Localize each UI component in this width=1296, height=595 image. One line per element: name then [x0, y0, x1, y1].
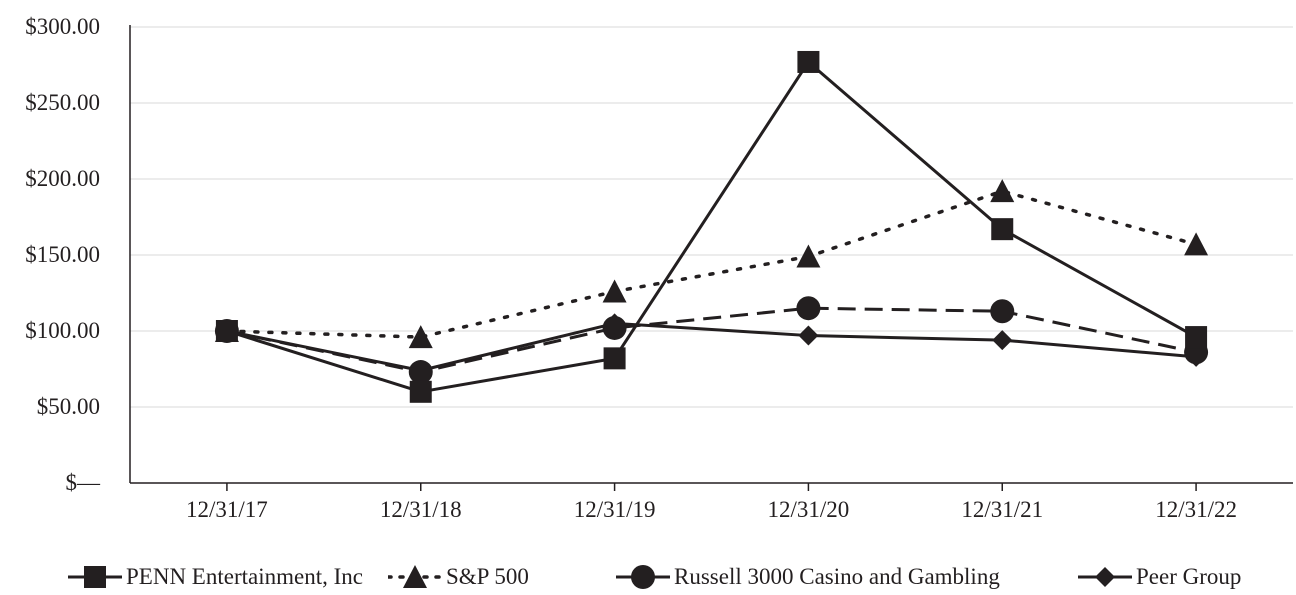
- legend-marker-shape: [1095, 567, 1115, 587]
- data-point: [796, 244, 821, 268]
- chart-legend: PENN Entertainment, Inc S&P 500 Russell 30…: [0, 560, 1296, 594]
- y-tick-label: $250.00: [25, 90, 100, 115]
- legend-circle-icon: [616, 565, 670, 589]
- data-point: [604, 313, 625, 334]
- y-tick-label: $150.00: [25, 242, 100, 267]
- data-point: [1185, 326, 1208, 349]
- data-point: [798, 325, 819, 346]
- legend-label: Russell 3000 Casino and Gambling: [674, 564, 1000, 589]
- data-point: [990, 179, 1015, 203]
- x-tick-label: 12/31/20: [768, 497, 850, 522]
- legend-item: S&P 500: [388, 560, 529, 594]
- legend-diamond-icon: [1078, 567, 1132, 587]
- data-point: [410, 360, 431, 381]
- series-line: [226, 60, 1197, 394]
- line-chart: $— $50.00 $100.00 $150.00 $200.00 $250.00 $300…: [25, 14, 1293, 522]
- x-tick-label: 12/31/22: [1155, 497, 1237, 522]
- data-point: [409, 380, 432, 403]
- y-tick-label: $50.00: [37, 394, 100, 419]
- legend-label: Peer Group: [1136, 564, 1242, 589]
- legend-label: S&P 500: [446, 564, 529, 589]
- legend-label: PENN Entertainment, Inc: [126, 564, 363, 589]
- legend-marker-shape: [403, 565, 427, 588]
- y-tick-label: $300.00: [25, 14, 100, 39]
- data-point: [991, 218, 1014, 241]
- data-point: [215, 320, 238, 342]
- series-circle: [214, 296, 1209, 385]
- y-tick-label: $—: [66, 470, 102, 495]
- x-tick-label: 12/31/17: [186, 497, 268, 522]
- y-tick-label: $100.00: [25, 318, 100, 343]
- series-line: [226, 321, 1197, 373]
- series-line: [226, 306, 1197, 374]
- legend-triangle-icon: [388, 565, 442, 588]
- legend-square-icon: [68, 566, 122, 588]
- data-point: [1186, 346, 1207, 367]
- data-point: [603, 347, 626, 370]
- data-point: [797, 50, 820, 73]
- legend-marker-shape: [84, 566, 106, 588]
- legend-item: Peer Group: [1078, 560, 1241, 594]
- data-point: [992, 330, 1013, 351]
- legend-marker-shape: [631, 565, 655, 589]
- x-tick-label: 12/31/18: [380, 497, 462, 522]
- data-point: [796, 296, 821, 321]
- x-tick-label: 12/31/19: [574, 497, 656, 522]
- data-point: [990, 299, 1015, 324]
- data-point: [602, 279, 627, 303]
- legend-item: PENN Entertainment, Inc: [68, 560, 363, 594]
- series-line: [225, 189, 1198, 339]
- y-tick-label: $200.00: [25, 166, 100, 191]
- series-square: [215, 50, 1208, 403]
- data-point: [1184, 232, 1209, 256]
- x-tick-label: 12/31/21: [961, 497, 1043, 522]
- legend-item: Russell 3000 Casino and Gambling: [616, 560, 1000, 594]
- data-point: [408, 325, 433, 349]
